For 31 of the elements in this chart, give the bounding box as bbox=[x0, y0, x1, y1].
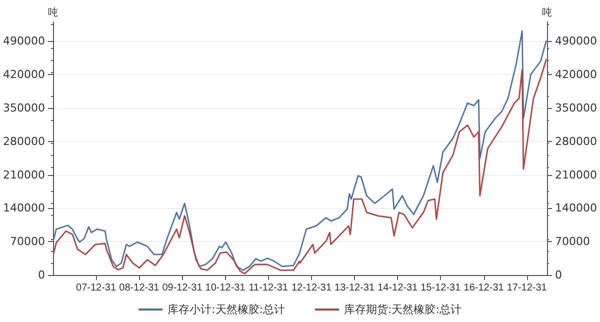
y-tick-label: 490000 bbox=[2, 34, 45, 48]
y2-tick-label: 490000 bbox=[555, 34, 598, 48]
x-tick-label: 08-12-31 bbox=[119, 282, 160, 294]
y2-tick-label: 280000 bbox=[555, 134, 598, 148]
y-tick-label: 350000 bbox=[2, 101, 45, 114]
y-axis-title: 吨 bbox=[48, 6, 58, 18]
y-tick-label: 420000 bbox=[2, 68, 45, 82]
x-tick-label: 10-12-31 bbox=[205, 282, 246, 294]
x-tick-label: 17-12-31 bbox=[506, 282, 548, 294]
legend-label: 库存小计:天然橡胶:总计 bbox=[168, 303, 286, 316]
x-tick-label: 12-12-31 bbox=[291, 282, 332, 294]
y2-axis-title: 吨 bbox=[542, 6, 552, 18]
y2-tick-label: 70000 bbox=[555, 235, 590, 248]
x-tick-label: 11-12-31 bbox=[248, 282, 288, 294]
legend-label: 库存期货:天然橡胶:总计 bbox=[344, 303, 462, 316]
x-tick-label: 09-12-31 bbox=[162, 282, 203, 294]
y-tick-label: 280000 bbox=[2, 134, 45, 148]
x-tick-label: 07-12-31 bbox=[76, 282, 116, 294]
x-tick-label: 16-12-31 bbox=[464, 282, 504, 294]
x-tick-label: 15-12-31 bbox=[420, 282, 462, 294]
y2-tick-label: 350000 bbox=[555, 101, 598, 114]
y2-tick-label: 0 bbox=[555, 268, 562, 282]
x-tick-label: 13-12-31 bbox=[334, 282, 375, 294]
y2-tick-label: 420000 bbox=[555, 68, 598, 82]
y-tick-label: 0 bbox=[38, 268, 45, 282]
y-tick-label: 140000 bbox=[2, 202, 45, 215]
y2-tick-label: 210000 bbox=[555, 168, 598, 182]
y-tick-label: 210000 bbox=[2, 168, 45, 182]
y2-tick-label: 140000 bbox=[555, 202, 598, 215]
x-tick-label: 14-12-31 bbox=[378, 282, 418, 294]
y-tick-label: 70000 bbox=[10, 235, 45, 248]
